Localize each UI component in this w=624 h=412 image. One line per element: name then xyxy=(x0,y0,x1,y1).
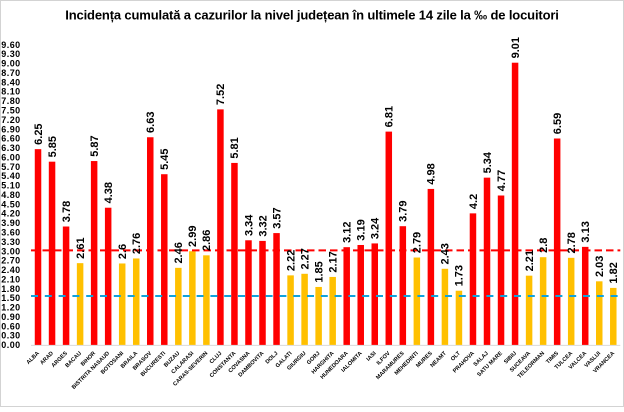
svg-text:3.00: 3.00 xyxy=(1,246,20,256)
svg-text:2.46: 2.46 xyxy=(173,242,185,263)
svg-text:2.79: 2.79 xyxy=(412,232,424,253)
svg-text:1.50: 1.50 xyxy=(1,293,20,303)
svg-text:3.90: 3.90 xyxy=(1,218,20,228)
svg-text:2.99: 2.99 xyxy=(187,226,199,247)
svg-text:3.24: 3.24 xyxy=(370,217,382,239)
svg-text:1.82: 1.82 xyxy=(608,262,620,283)
svg-text:2.03: 2.03 xyxy=(594,256,606,277)
svg-text:3.78: 3.78 xyxy=(61,201,73,222)
svg-text:2.61: 2.61 xyxy=(75,237,87,258)
svg-text:5.70: 5.70 xyxy=(1,162,20,172)
svg-text:3.32: 3.32 xyxy=(257,215,269,236)
svg-text:9.60: 9.60 xyxy=(1,40,20,50)
svg-text:8.70: 8.70 xyxy=(1,68,20,78)
svg-text:2.6: 2.6 xyxy=(117,244,129,259)
svg-text:2.78: 2.78 xyxy=(566,232,578,253)
svg-text:0.00: 0.00 xyxy=(1,340,20,350)
svg-text:3.57: 3.57 xyxy=(271,207,283,228)
svg-text:7.50: 7.50 xyxy=(1,106,20,116)
svg-text:2.8: 2.8 xyxy=(538,238,550,253)
svg-text:3.19: 3.19 xyxy=(356,219,368,240)
svg-text:2.21: 2.21 xyxy=(524,250,536,271)
svg-text:0.90: 0.90 xyxy=(1,312,20,322)
svg-text:0.30: 0.30 xyxy=(1,331,20,341)
svg-text:6.25: 6.25 xyxy=(33,123,45,144)
svg-text:2.40: 2.40 xyxy=(1,265,20,275)
svg-text:4.80: 4.80 xyxy=(1,190,20,200)
svg-text:6.30: 6.30 xyxy=(1,143,20,153)
svg-text:6.59: 6.59 xyxy=(552,113,564,134)
svg-text:7.52: 7.52 xyxy=(215,84,227,105)
svg-text:1.85: 1.85 xyxy=(313,261,325,282)
svg-text:3.60: 3.60 xyxy=(1,228,20,238)
svg-text:9.00: 9.00 xyxy=(1,59,20,69)
svg-text:5.34: 5.34 xyxy=(482,151,494,173)
svg-text:1.73: 1.73 xyxy=(454,265,466,286)
svg-text:9.30: 9.30 xyxy=(1,49,20,59)
svg-text:3.79: 3.79 xyxy=(398,200,410,221)
svg-text:2.70: 2.70 xyxy=(1,256,20,266)
svg-text:2.22: 2.22 xyxy=(285,250,297,271)
svg-text:9.01: 9.01 xyxy=(510,37,522,58)
svg-text:5.87: 5.87 xyxy=(89,135,101,156)
svg-text:5.40: 5.40 xyxy=(1,171,20,181)
svg-text:4.77: 4.77 xyxy=(496,170,508,191)
svg-text:4.38: 4.38 xyxy=(103,182,115,203)
svg-text:2.76: 2.76 xyxy=(131,233,143,254)
svg-text:2.27: 2.27 xyxy=(299,248,311,269)
svg-text:1.80: 1.80 xyxy=(1,284,20,294)
svg-text:Incidența cumulată a cazurilor: Incidența cumulată a cazurilor la nivel … xyxy=(65,8,559,23)
svg-text:8.10: 8.10 xyxy=(1,87,20,97)
svg-text:4.2: 4.2 xyxy=(468,194,480,209)
svg-text:5.45: 5.45 xyxy=(159,148,171,169)
svg-text:2.86: 2.86 xyxy=(201,230,213,251)
svg-text:3.13: 3.13 xyxy=(580,221,592,242)
svg-text:6.60: 6.60 xyxy=(1,134,20,144)
svg-text:2.17: 2.17 xyxy=(327,251,339,272)
svg-text:8.40: 8.40 xyxy=(1,77,20,87)
svg-text:5.10: 5.10 xyxy=(1,181,20,191)
svg-text:2.10: 2.10 xyxy=(1,274,20,284)
svg-text:5.81: 5.81 xyxy=(229,137,241,158)
svg-text:5.85: 5.85 xyxy=(47,136,59,157)
svg-text:4.50: 4.50 xyxy=(1,199,20,209)
svg-text:6.00: 6.00 xyxy=(1,152,20,162)
svg-text:7.20: 7.20 xyxy=(1,115,20,125)
svg-text:3.12: 3.12 xyxy=(342,221,354,242)
svg-text:2.43: 2.43 xyxy=(440,243,452,264)
svg-text:1.20: 1.20 xyxy=(1,303,20,313)
svg-text:6.90: 6.90 xyxy=(1,124,20,134)
svg-text:3.34: 3.34 xyxy=(243,214,255,236)
svg-text:6.81: 6.81 xyxy=(384,106,396,127)
svg-text:4.98: 4.98 xyxy=(426,163,438,184)
svg-text:0.60: 0.60 xyxy=(1,321,20,331)
svg-text:7.80: 7.80 xyxy=(1,96,20,106)
svg-text:4.20: 4.20 xyxy=(1,209,20,219)
svg-text:3.30: 3.30 xyxy=(1,237,20,247)
svg-text:6.63: 6.63 xyxy=(145,112,157,133)
